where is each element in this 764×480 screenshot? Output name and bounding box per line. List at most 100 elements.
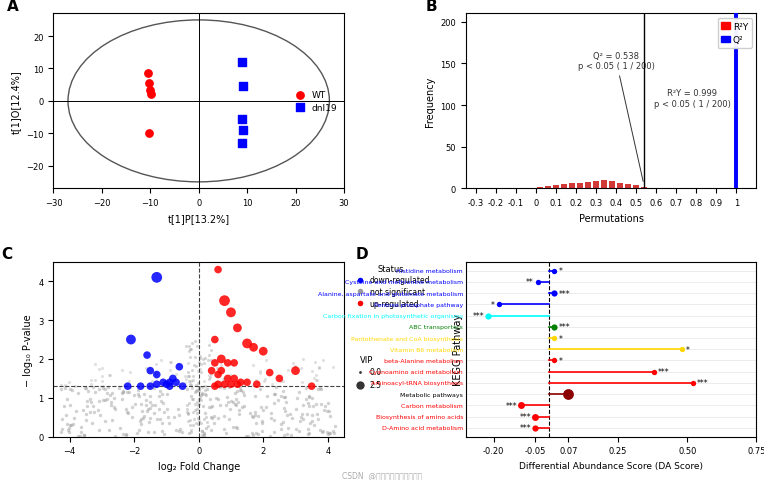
Point (173, 427, 185, 435)
Point (290, 405, 303, 413)
Point (202, 422, 215, 430)
Point (229, 390, 241, 397)
Point (256, 419, 268, 427)
Point (199, 424, 212, 432)
Point (215, 378, 228, 386)
Point (251, 431, 264, 438)
Point (206, 404, 218, 411)
Text: ***: *** (520, 412, 531, 421)
Text: B: B (426, 0, 437, 14)
Point (184, 345, 196, 353)
Point (92, 426, 105, 434)
Point (265, 380, 277, 388)
Point (144, 404, 157, 412)
Point (132, 386, 144, 394)
Bar (625, 185, 632, 189)
Point (192, 379, 204, 387)
Point (151, 371, 163, 379)
Point (312, 385, 324, 393)
Point (63, 424, 76, 432)
Text: Metabolic pathways: Metabolic pathways (400, 392, 463, 397)
Point (314, 384, 326, 392)
Point (86, 419, 99, 427)
Point (290, 394, 303, 402)
Point (96, 382, 108, 390)
Point (189, 337, 202, 345)
Point (306, 411, 319, 419)
Point (92, 397, 105, 405)
Point (170, 379, 183, 386)
Point (193, 385, 206, 393)
Point (198, 415, 210, 422)
Point (116, 367, 128, 374)
Point (164, 358, 176, 366)
Point (227, 423, 239, 431)
Point (297, 402, 309, 409)
Point (196, 427, 208, 434)
Point (231, 324, 244, 332)
X-axis label: Permutations: Permutations (578, 213, 643, 223)
Point (310, 376, 322, 384)
Point (88, 408, 100, 416)
Point (149, 369, 161, 377)
Point (176, 428, 188, 436)
Point (302, 430, 314, 438)
Y-axis label: Frequency: Frequency (425, 76, 435, 127)
Point (118, 382, 130, 389)
Bar (593, 181, 600, 189)
Point (183, 346, 196, 353)
Point (247, 432, 259, 439)
Point (215, 362, 227, 370)
Point (306, 383, 318, 390)
Point (170, 371, 183, 378)
Point (257, 406, 269, 414)
Point (549, 324, 561, 331)
Point (96, 372, 108, 380)
Point (278, 431, 290, 439)
Point (176, 383, 189, 390)
Point (87, 402, 99, 410)
Point (196, 360, 208, 368)
Point (89, 377, 102, 384)
Point (235, 386, 247, 394)
Text: ***: *** (472, 312, 484, 321)
Point (186, 421, 199, 429)
Point (191, 398, 203, 406)
Point (220, 401, 232, 409)
Point (193, 354, 206, 361)
Point (229, 423, 241, 431)
Point (125, 404, 138, 411)
Point (93, 385, 105, 393)
Point (185, 428, 197, 436)
X-axis label: log₂ Fold Change: log₂ Fold Change (157, 461, 240, 471)
Point (250, 430, 262, 437)
Text: *: * (558, 267, 562, 276)
Point (118, 388, 130, 396)
Point (63, 426, 75, 434)
Point (120, 432, 132, 439)
Point (203, 396, 215, 403)
Point (184, 381, 196, 389)
Point (309, 372, 322, 379)
Point (138, 414, 150, 422)
Point (198, 429, 210, 437)
Point (101, 389, 113, 397)
Point (63, 428, 75, 435)
Point (164, 358, 176, 366)
Point (328, 427, 340, 435)
Point (195, 420, 207, 427)
Point (321, 429, 333, 436)
dnl19 (236, 59, 248, 67)
Point (316, 429, 328, 436)
Point (202, 351, 215, 359)
Point (189, 388, 202, 396)
Legend: R²Y, Q²: R²Y, Q² (717, 19, 752, 48)
Point (94, 412, 106, 420)
Point (195, 369, 207, 376)
Point (278, 407, 290, 415)
Text: Histidine metabolism: Histidine metabolism (397, 269, 463, 274)
Point (199, 382, 211, 390)
Text: A: A (7, 0, 19, 14)
Point (258, 375, 270, 383)
Point (115, 395, 128, 403)
